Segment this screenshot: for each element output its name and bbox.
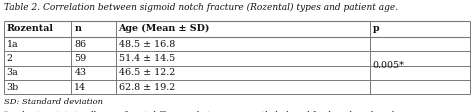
- Text: Age (Mean ± SD): Age (Mean ± SD): [118, 24, 210, 33]
- Text: p: p: [373, 24, 379, 33]
- Text: 2: 2: [7, 54, 13, 63]
- Text: 62.8 ± 19.2: 62.8 ± 19.2: [118, 83, 175, 92]
- Text: 0.005*: 0.005*: [373, 61, 405, 70]
- Text: 59: 59: [74, 54, 87, 63]
- Text: 86: 86: [74, 40, 86, 49]
- Text: 46.5 ± 12.2: 46.5 ± 12.2: [118, 68, 175, 77]
- Text: 3b: 3b: [7, 83, 19, 92]
- Text: SD: Standard deviation: SD: Standard deviation: [4, 98, 103, 106]
- Text: Table 2. Correlation between sigmoid notch fracture (Rozental) types and patient: Table 2. Correlation between sigmoid not…: [4, 3, 398, 12]
- Text: * indicates statistically significant difference between Rozenthal 3b and 1, 3b : * indicates statistically significant di…: [4, 111, 410, 112]
- Text: n: n: [74, 24, 81, 33]
- Text: Rozental: Rozental: [7, 24, 54, 33]
- Text: 1a: 1a: [7, 40, 18, 49]
- Text: 48.5 ± 16.8: 48.5 ± 16.8: [118, 40, 175, 49]
- Text: 14: 14: [74, 83, 86, 92]
- Text: 43: 43: [74, 68, 86, 77]
- Text: 3a: 3a: [7, 68, 18, 77]
- Text: 51.4 ± 14.5: 51.4 ± 14.5: [118, 54, 175, 63]
